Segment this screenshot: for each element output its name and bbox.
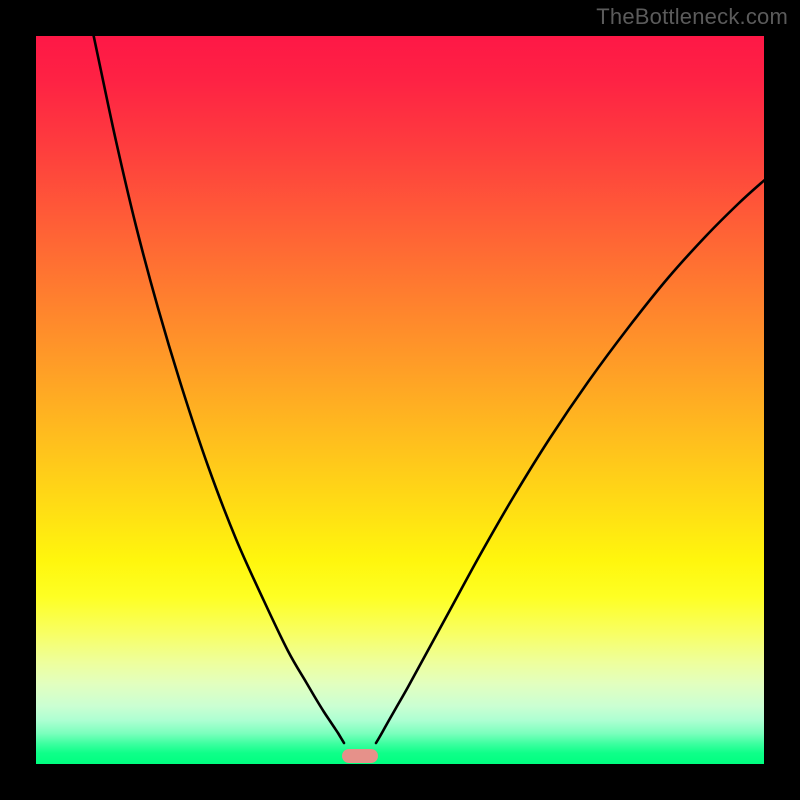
chart-stage: TheBottleneck.com [0, 0, 800, 800]
chart-background [36, 36, 764, 764]
valley-marker [342, 749, 378, 763]
watermark-text: TheBottleneck.com [596, 4, 788, 30]
chart-svg [0, 0, 800, 800]
